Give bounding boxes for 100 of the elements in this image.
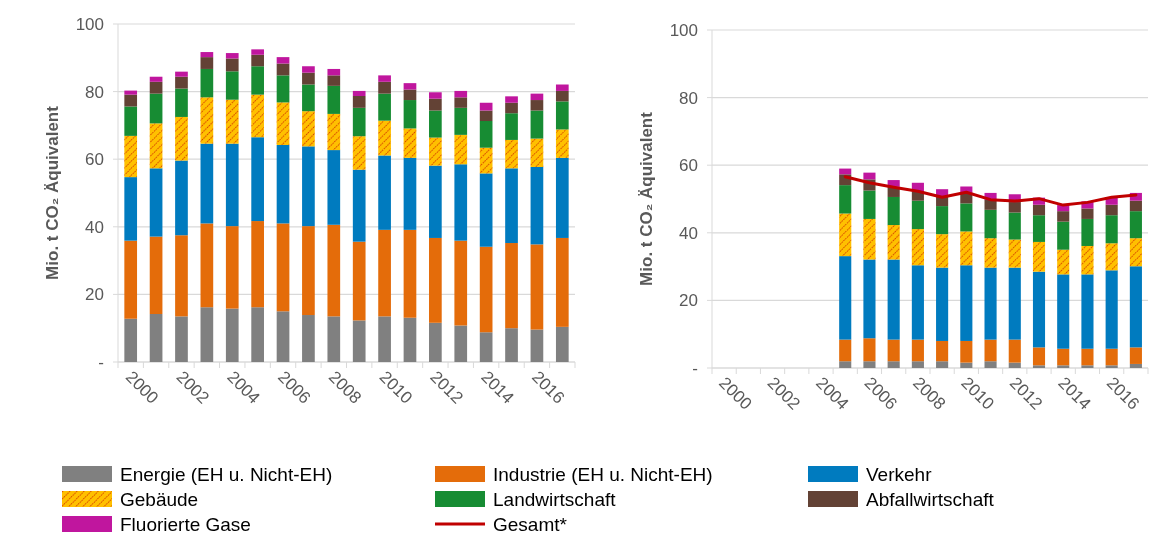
- bar: [327, 68, 341, 76]
- bar: [429, 98, 442, 111]
- bar: [276, 57, 290, 64]
- bar: [200, 52, 214, 58]
- bar: [251, 54, 264, 67]
- bar: [302, 72, 315, 85]
- bar: [327, 75, 341, 86]
- bar: [1057, 221, 1070, 250]
- bar: [124, 177, 138, 241]
- bar: [936, 361, 949, 368]
- bar: [984, 339, 997, 362]
- bar: [1008, 362, 1021, 368]
- bar: [200, 57, 214, 69]
- bar: [251, 137, 264, 222]
- bar: [911, 200, 924, 230]
- bar: [887, 196, 900, 226]
- bar: [960, 265, 973, 341]
- bar: [1081, 348, 1094, 366]
- bar: [984, 209, 997, 239]
- y-tick-label: 40: [85, 217, 104, 237]
- bar: [555, 90, 569, 102]
- bar: [225, 308, 239, 362]
- bar: [887, 259, 900, 340]
- bar: [863, 361, 876, 368]
- bar: [403, 83, 417, 90]
- y-tick-label: 100: [669, 20, 698, 40]
- bar: [429, 165, 442, 238]
- y-tick-label: 60: [85, 150, 104, 170]
- bar: [251, 66, 264, 95]
- bar: [505, 96, 518, 103]
- bar: [327, 224, 341, 317]
- bar: [1057, 348, 1070, 366]
- bar: [302, 226, 315, 316]
- bar: [200, 68, 214, 98]
- legend-label: Industrie (EH u. Nicht-EH): [493, 463, 713, 485]
- bar: [378, 229, 391, 317]
- bar: [403, 157, 417, 230]
- bar: [175, 160, 188, 236]
- bar: [454, 325, 468, 362]
- legend-label: Fluorierte Gase: [120, 513, 251, 535]
- bar: [454, 97, 468, 108]
- bar: [200, 307, 214, 362]
- bar: [1081, 218, 1094, 246]
- bar: [276, 75, 290, 103]
- bar: [479, 121, 493, 148]
- y-tick-label: 80: [679, 88, 698, 108]
- bar: [327, 150, 341, 225]
- bar: [276, 223, 290, 312]
- y-tick-label: 60: [679, 156, 698, 176]
- bar: [1032, 347, 1046, 366]
- bar: [984, 361, 997, 368]
- bar: [352, 320, 366, 362]
- bar: [403, 100, 417, 129]
- bar: [863, 190, 876, 219]
- bar: [454, 107, 468, 135]
- bar: [378, 93, 391, 121]
- bar: [1032, 204, 1046, 216]
- bar: [149, 314, 163, 362]
- bar: [479, 102, 493, 111]
- bar: [887, 361, 900, 368]
- y-axis-title: Mio. t CO₂ Äquivalent: [43, 105, 62, 280]
- bar: [505, 243, 518, 329]
- bar: [1129, 266, 1142, 348]
- legend-label: Gebäude: [120, 488, 199, 510]
- bar: [403, 317, 417, 362]
- bar: [149, 76, 163, 82]
- bar: [124, 106, 138, 136]
- bar: [1081, 208, 1094, 219]
- bar: [1008, 267, 1021, 340]
- bar: [839, 185, 852, 214]
- bar: [960, 340, 973, 363]
- bar: [936, 340, 949, 362]
- bar: [352, 95, 366, 108]
- y-tick-label: 20: [679, 291, 698, 311]
- bar: [1081, 365, 1094, 368]
- bar: [327, 316, 341, 362]
- bar: [1008, 202, 1021, 213]
- bar: [555, 237, 569, 327]
- bar: [479, 246, 493, 333]
- bar: [960, 203, 973, 232]
- bar: [479, 110, 493, 122]
- bar: [936, 267, 949, 341]
- bar: [1105, 365, 1118, 368]
- bar: [530, 329, 544, 362]
- bar: [863, 259, 876, 339]
- y-tick-label: -: [98, 352, 104, 372]
- bar: [454, 240, 468, 326]
- bar: [839, 339, 852, 362]
- legend-label: Gesamt*: [493, 513, 568, 535]
- bar: [505, 168, 518, 244]
- bar: [149, 81, 163, 94]
- bar: [251, 307, 264, 362]
- bar: [200, 143, 214, 224]
- y-tick-label: 40: [679, 223, 698, 243]
- bar: [200, 223, 214, 308]
- legend-label: Verkehr: [866, 463, 933, 485]
- bar: [149, 168, 163, 237]
- bar: [352, 241, 366, 321]
- bar: [175, 235, 188, 317]
- bar: [378, 155, 391, 230]
